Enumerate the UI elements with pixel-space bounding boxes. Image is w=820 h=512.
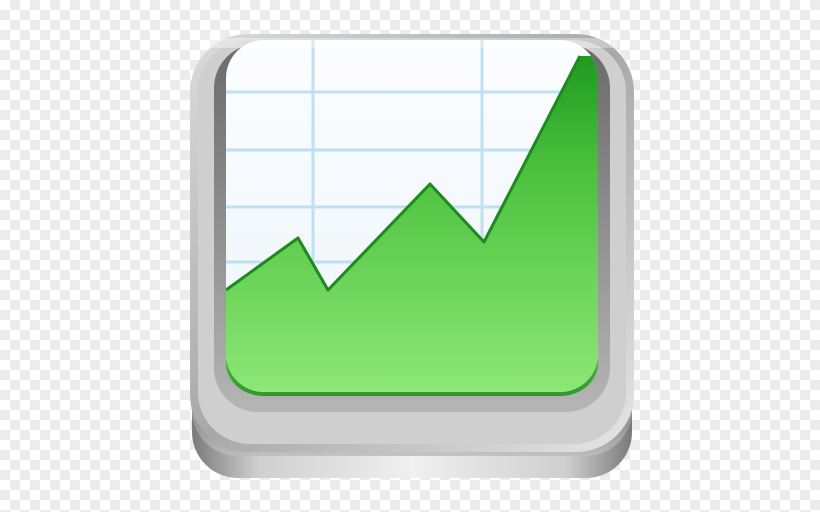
chart-trend-line (226, 55, 582, 292)
bezel-highlight (206, 38, 618, 48)
chart-screen (226, 40, 598, 392)
chart-area-trend (226, 56, 598, 392)
